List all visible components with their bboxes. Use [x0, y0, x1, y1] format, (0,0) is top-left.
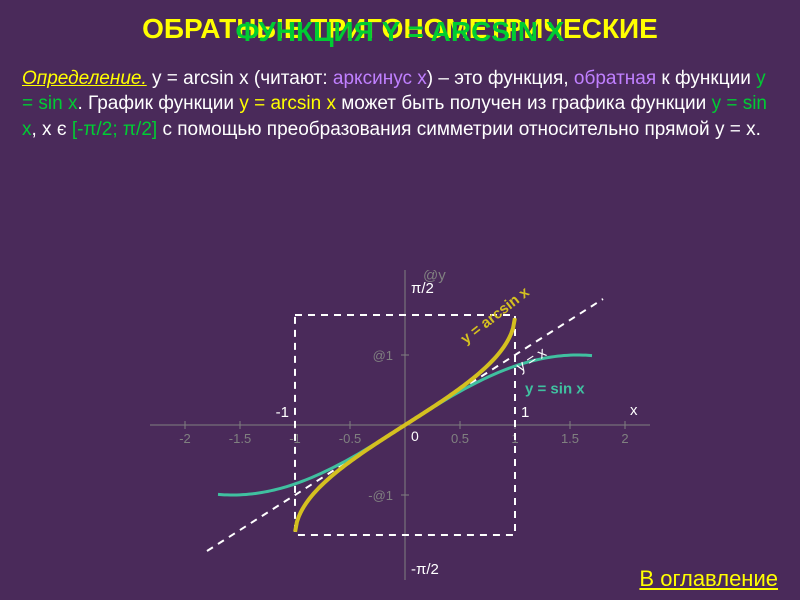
svg-text:-0.5: -0.5 — [339, 431, 361, 446]
definition-label: Определение. — [22, 68, 147, 89]
subtitle: ФУНКЦИЯ Y = ARCSIN X — [0, 16, 800, 48]
svg-text:1: 1 — [521, 404, 529, 421]
svg-text:0.5: 0.5 — [451, 431, 469, 446]
svg-text:y = x: y = x — [513, 344, 550, 376]
svg-text:π/2: π/2 — [411, 280, 434, 297]
svg-text:-π/2: -π/2 — [411, 561, 439, 578]
svg-text:2: 2 — [621, 431, 628, 446]
chart: -2-1.5-1-0.50.511.52@1-@1@yπ/2-π/2x-110y… — [150, 270, 650, 580]
svg-text:-1: -1 — [276, 404, 289, 421]
back-to-contents-link[interactable]: В оглавление — [639, 566, 778, 592]
svg-text:0: 0 — [411, 428, 419, 444]
svg-text:-@1: -@1 — [368, 488, 393, 503]
definition-text: Определение. y = arcsin x (читают: аркси… — [0, 48, 800, 153]
chart-svg: -2-1.5-1-0.50.511.52@1-@1@yπ/2-π/2x-110y… — [150, 270, 650, 580]
svg-text:x: x — [630, 402, 638, 419]
svg-text:@1: @1 — [373, 348, 393, 363]
svg-text:-2: -2 — [179, 431, 191, 446]
svg-text:y = sin x: y = sin x — [525, 381, 585, 398]
svg-text:1.5: 1.5 — [561, 431, 579, 446]
svg-text:-1.5: -1.5 — [229, 431, 251, 446]
